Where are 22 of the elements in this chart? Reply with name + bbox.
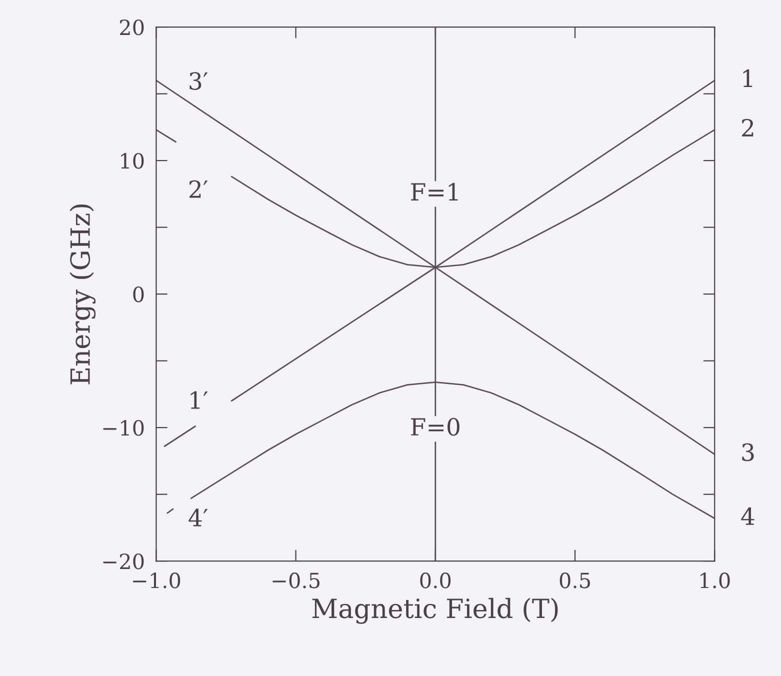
x-tick-label: 1.0 [700, 572, 730, 588]
annotation: 2 [742, 118, 754, 136]
annotation: 1 [743, 69, 752, 87]
x-tick-label: −1.0 [133, 572, 180, 588]
x-tick-label: −0.5 [272, 572, 320, 588]
annotation: 4 [741, 507, 754, 525]
x-axis-title: Magnetic Field (T) [312, 598, 558, 624]
y-tick-label: −10 [103, 420, 144, 436]
annotation: F=0 [411, 418, 460, 436]
annotation: 1′ [190, 391, 208, 409]
y-tick-label: 0 [133, 286, 144, 302]
annotation: 2′ [189, 180, 208, 198]
x-tick-label: 0.5 [560, 572, 590, 588]
y-axis-title: Energy (GHz) [70, 204, 96, 384]
y-tick-label: −20 [103, 554, 144, 570]
y-tick-label: 20 [120, 19, 144, 36]
y-tick-label: 10 [121, 153, 144, 169]
annotation: 4′ [188, 508, 208, 526]
annotation: 3′ [190, 72, 208, 90]
annotation: 3 [742, 443, 754, 462]
annotation: F=1 [411, 182, 458, 200]
x-tick-label: 0.0 [420, 572, 451, 588]
